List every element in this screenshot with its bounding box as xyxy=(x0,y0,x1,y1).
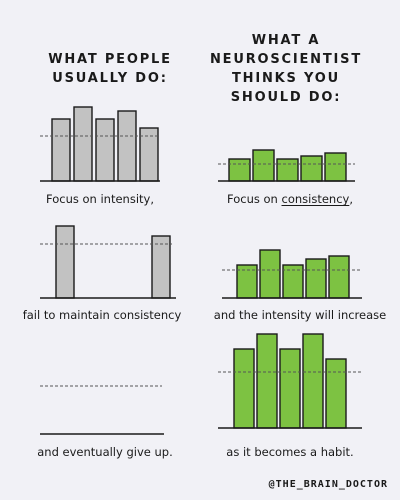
bar-left-1-2 xyxy=(73,106,93,182)
caption-left-3: and eventually give up. xyxy=(37,445,173,459)
bar-left-1-1 xyxy=(51,118,71,182)
caption-right-1: Focus on consistency, xyxy=(190,192,390,206)
panel-right-3 xyxy=(218,333,362,429)
caption-right-2: and the intensity will increase xyxy=(213,308,387,322)
panel-left-3 xyxy=(40,385,164,435)
header-left: WHAT PEOPLE USUALLY DO: xyxy=(48,52,172,86)
credit-handle: @THE_BRAIN_DOCTOR xyxy=(268,479,388,490)
bar-right-1-1 xyxy=(228,158,251,182)
bar-right-1-2 xyxy=(252,149,275,182)
bar-right-1-3 xyxy=(276,158,299,182)
caption-right-1-after: , xyxy=(349,192,353,206)
bar-left-1-4 xyxy=(117,110,137,182)
caption-left-1: Focus on intensity, xyxy=(46,192,154,206)
bar-right-2-2 xyxy=(259,249,281,299)
bar-right-3-3 xyxy=(279,348,301,429)
caption-right-3: as it becomes a habit. xyxy=(226,445,354,459)
panel-left-2 xyxy=(40,225,176,299)
bar-right-2-5 xyxy=(328,255,350,299)
bar-left-1-3 xyxy=(95,118,115,182)
caption-right-1-before: Focus on xyxy=(227,192,282,206)
bar-right-3-1 xyxy=(233,348,255,429)
bar-right-3-4 xyxy=(302,333,324,429)
bar-right-2-4 xyxy=(305,258,327,299)
panel-right-1 xyxy=(218,149,355,182)
bar-left-2-1 xyxy=(55,225,75,299)
header-right: WHAT A NEUROSCIENTIST THINKS YOU SHOULD … xyxy=(209,33,362,105)
panel-left-1 xyxy=(40,106,160,182)
caption-left-2: fail to maintain consistency xyxy=(22,308,182,322)
bar-right-1-5 xyxy=(324,152,347,182)
bar-right-1-4 xyxy=(300,155,323,182)
bar-right-3-5 xyxy=(325,358,347,429)
caption-right-1-underlined: consistency xyxy=(281,192,350,206)
panel-right-2 xyxy=(222,249,362,299)
bar-right-3-2 xyxy=(256,333,278,429)
bar-left-2-4 xyxy=(151,235,171,299)
